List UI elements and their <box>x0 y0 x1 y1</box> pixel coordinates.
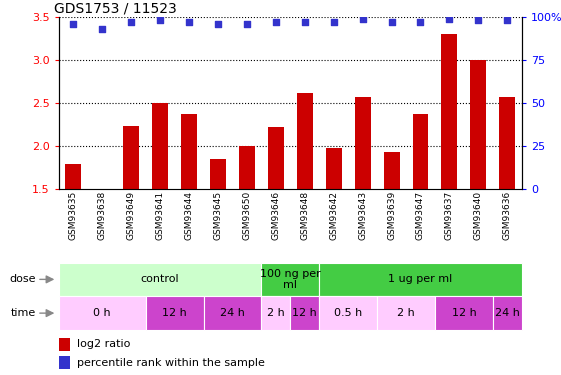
Bar <box>442 34 457 189</box>
Text: 100 ng per
ml: 100 ng per ml <box>260 268 321 290</box>
Point <box>329 19 338 25</box>
Text: 12 h: 12 h <box>292 308 317 318</box>
Text: 1 ug per ml: 1 ug per ml <box>388 274 453 284</box>
Bar <box>355 97 371 189</box>
Text: 0 h: 0 h <box>94 308 111 318</box>
Point <box>127 19 136 25</box>
Bar <box>152 103 168 189</box>
Bar <box>239 146 255 189</box>
Bar <box>291 296 319 330</box>
Bar <box>181 114 197 189</box>
Point <box>358 16 367 22</box>
Bar <box>326 148 342 189</box>
Text: log2 ratio: log2 ratio <box>77 339 131 349</box>
Point <box>185 19 194 25</box>
Bar <box>261 262 319 296</box>
Point <box>300 19 309 25</box>
Bar <box>435 296 493 330</box>
Point <box>69 21 78 27</box>
Point <box>155 17 164 23</box>
Point <box>474 17 483 23</box>
Bar <box>261 296 291 330</box>
Bar <box>146 296 204 330</box>
Bar <box>59 338 71 351</box>
Text: time: time <box>11 308 36 318</box>
Text: 2 h: 2 h <box>267 308 285 318</box>
Text: 24 h: 24 h <box>495 308 519 318</box>
Bar <box>268 127 284 189</box>
Point <box>503 17 512 23</box>
Bar <box>123 126 139 189</box>
Text: 0.5 h: 0.5 h <box>334 308 362 318</box>
Point <box>387 19 396 25</box>
Bar <box>470 60 486 189</box>
Text: 12 h: 12 h <box>452 308 476 318</box>
Bar <box>499 97 515 189</box>
Bar <box>493 296 522 330</box>
Bar <box>412 114 429 189</box>
Point <box>445 16 454 22</box>
Text: dose: dose <box>10 274 36 284</box>
Bar <box>59 262 261 296</box>
Bar <box>319 262 522 296</box>
Text: 24 h: 24 h <box>220 308 245 318</box>
Bar <box>319 296 377 330</box>
Bar <box>59 356 71 369</box>
Text: 2 h: 2 h <box>397 308 415 318</box>
Bar <box>204 296 261 330</box>
Text: 12 h: 12 h <box>162 308 187 318</box>
Point <box>98 26 107 32</box>
Bar <box>66 164 81 189</box>
Point <box>272 19 280 25</box>
Text: control: control <box>141 274 180 284</box>
Bar <box>210 159 226 189</box>
Point <box>242 21 251 27</box>
Point <box>416 19 425 25</box>
Bar <box>384 152 399 189</box>
Text: GDS1753 / 11523: GDS1753 / 11523 <box>54 2 177 16</box>
Point <box>214 21 223 27</box>
Bar <box>59 296 146 330</box>
Text: percentile rank within the sample: percentile rank within the sample <box>77 358 265 368</box>
Bar <box>377 296 435 330</box>
Bar <box>297 93 312 189</box>
